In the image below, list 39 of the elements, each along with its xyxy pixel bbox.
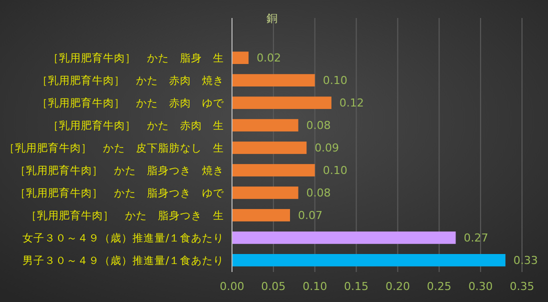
x-tick-label: 0.00	[220, 280, 244, 293]
bar	[232, 96, 332, 109]
bar	[232, 186, 298, 199]
y-tick-label: ［乳用肥育牛肉］ かた 脂身つき ゆで	[15, 186, 225, 200]
data-label: 0.08	[306, 186, 331, 200]
data-label: 0.08	[306, 119, 331, 132]
x-tick-label: 0.10	[302, 280, 328, 293]
bar	[232, 119, 298, 132]
bar	[232, 254, 506, 266]
bar	[232, 142, 307, 154]
bar	[232, 74, 315, 86]
data-label: 0.33	[513, 254, 538, 268]
x-tick-label: 0.20	[385, 280, 410, 293]
bar	[232, 232, 456, 244]
data-label: 0.12	[339, 96, 364, 110]
chart-title: 銅	[266, 12, 278, 25]
data-label: 0.10	[322, 164, 348, 178]
bar	[232, 164, 315, 176]
bar	[232, 209, 290, 222]
x-tick-label: 0.35	[510, 280, 534, 293]
data-label: 0.02	[256, 52, 282, 65]
y-tick-label: ［乳用肥育牛肉］ かた 赤肉 焼き	[37, 74, 224, 87]
data-label: 0.10	[322, 74, 348, 88]
x-tick-label: 0.30	[468, 280, 493, 293]
y-tick-label: ［乳用肥育牛肉］ かた 脂身つき 生	[26, 208, 224, 222]
y-tick-label: ［乳用肥育牛肉］ かた 赤肉 ゆで	[37, 96, 225, 110]
y-tick-label: 男子３０～４９（歳）推進量/１食あたり	[22, 254, 224, 267]
y-tick-label: 女子３０～４９（歳）推進量/１食あたり	[22, 231, 224, 244]
data-label: 0.07	[298, 209, 322, 222]
x-tick-label: 0.05	[261, 280, 286, 293]
bar	[232, 52, 249, 64]
data-label: 0.27	[464, 232, 488, 245]
y-tick-label: ［乳用肥育牛肉］ かた 脂身つき 焼き	[15, 164, 224, 177]
x-tick-label: 0.15	[344, 280, 369, 293]
x-tick-label: 0.25	[426, 280, 452, 293]
data-label: 0.09	[314, 142, 340, 155]
y-tick-label: ［乳用肥育牛肉］ かた 赤肉 生	[48, 118, 224, 132]
y-tick-label: ［乳用肥育牛肉］ かた 脂身 生	[48, 51, 224, 64]
y-tick-label: ［乳用肥育牛肉］ かた 皮下脂肪なし 生	[4, 141, 224, 154]
